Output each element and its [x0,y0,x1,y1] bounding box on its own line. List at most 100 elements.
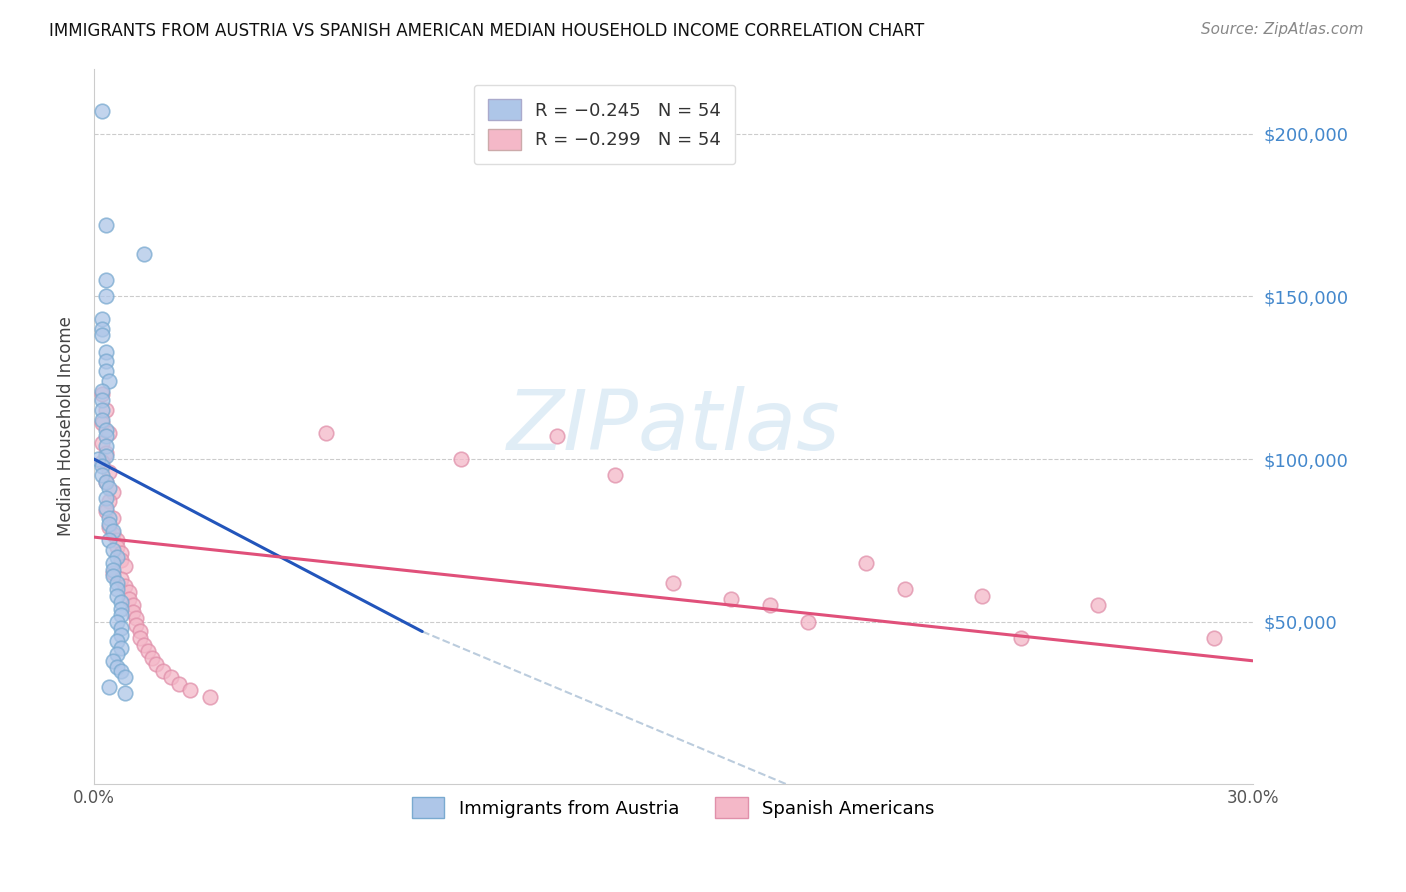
Point [94,423,117,437]
Point [103,543,125,558]
Point [103,556,125,570]
Point [121,599,143,613]
Point [90,435,112,450]
Point [90,103,112,118]
Point [103,563,125,577]
Point [94,218,117,232]
Point [118,591,141,606]
Point [720,591,742,606]
Point [98,465,121,479]
Point [90,312,112,326]
Point [105,660,128,674]
Point [110,621,132,635]
Legend: Immigrants from Austria, Spanish Americans: Immigrants from Austria, Spanish America… [405,790,942,825]
Point [94,500,117,515]
Point [105,589,128,603]
Point [110,628,132,642]
Point [94,491,117,505]
Point [141,650,163,665]
Point [94,403,117,417]
Point [103,654,125,668]
Point [90,403,112,417]
Point [110,601,132,615]
Point [110,664,132,678]
Point [94,504,117,518]
Point [98,520,121,534]
Point [90,455,112,469]
Point [90,468,112,483]
Point [94,273,117,287]
Point [1202,631,1225,645]
Point [94,445,117,459]
Point [110,573,132,587]
Point [105,634,128,648]
Text: ZIPatlas: ZIPatlas [506,386,839,467]
Point [90,384,112,398]
Point [110,546,132,560]
Text: Source: ZipAtlas.com: Source: ZipAtlas.com [1201,22,1364,37]
Point [90,393,112,408]
Point [103,524,125,538]
Point [98,510,121,524]
Point [136,644,159,658]
Point [662,575,685,590]
Point [94,364,117,378]
Point [94,475,117,489]
Point [134,247,156,261]
Point [110,640,132,655]
Point [90,458,112,473]
Point [103,510,125,524]
Point [105,647,128,661]
Point [94,344,117,359]
Point [110,553,132,567]
Point [98,374,121,388]
Point [114,579,136,593]
Point [90,413,112,427]
Point [90,322,112,336]
Point [98,425,121,440]
Point [118,585,141,599]
Point [129,631,152,645]
Point [87,452,110,467]
Point [103,566,125,580]
Point [110,595,132,609]
Point [855,556,877,570]
Point [103,569,125,583]
Point [105,582,128,597]
Point [1087,599,1109,613]
Point [94,439,117,453]
Point [105,615,128,629]
Point [94,449,117,463]
Point [105,575,128,590]
Point [198,690,221,704]
Point [145,657,167,671]
Point [105,540,128,554]
Y-axis label: Median Household Income: Median Household Income [58,317,75,536]
Point [98,680,121,694]
Point [125,611,148,625]
Point [90,416,112,430]
Point [759,599,782,613]
Point [90,387,112,401]
Point [94,289,117,303]
Point [605,468,627,483]
Point [972,589,994,603]
Point [114,670,136,684]
Point [450,452,472,467]
Point [98,533,121,548]
Point [134,638,156,652]
Point [98,494,121,508]
Point [94,354,117,368]
Point [129,624,152,639]
Point [894,582,917,597]
Point [315,425,337,440]
Point [152,664,174,678]
Point [546,429,568,443]
Point [114,559,136,574]
Point [94,475,117,489]
Point [105,533,128,548]
Point [103,484,125,499]
Point [797,615,820,629]
Text: IMMIGRANTS FROM AUSTRIA VS SPANISH AMERICAN MEDIAN HOUSEHOLD INCOME CORRELATION : IMMIGRANTS FROM AUSTRIA VS SPANISH AMERI… [49,22,925,40]
Point [114,686,136,700]
